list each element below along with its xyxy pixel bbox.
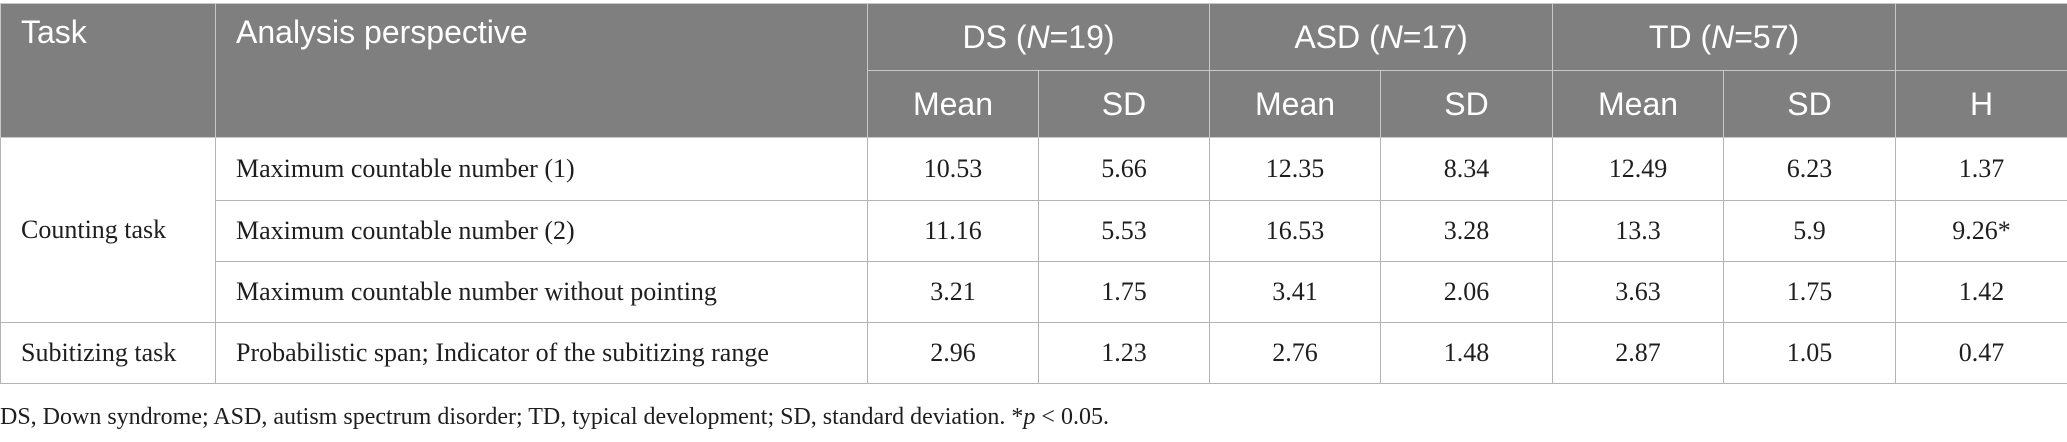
- task-cell: Subitizing task: [0, 322, 216, 384]
- ds-mean-cell: 10.53: [867, 137, 1039, 201]
- td-mean-cell: 12.49: [1552, 137, 1725, 201]
- header-group-asd: ASD (N=17): [1209, 3, 1554, 71]
- header-h: H: [1895, 70, 2067, 138]
- h-cell: 1.42: [1895, 261, 2067, 323]
- ds-mean-cell: 2.96: [867, 322, 1039, 384]
- table-row: Maximum countable number without pointin…: [1, 261, 2067, 323]
- td-mean-cell: 3.63: [1552, 261, 1725, 323]
- ds-mean-cell: 11.16: [867, 200, 1039, 262]
- table-footnote: DS, Down syndrome; ASD, autism spectrum …: [0, 404, 1109, 430]
- table-row: Subitizing task Probabilistic span; Indi…: [0, 322, 2067, 384]
- header-ds-mean: Mean: [867, 70, 1039, 138]
- header-asd-sd: SD: [1380, 70, 1554, 138]
- table-row: Counting task Maximum countable number (…: [0, 137, 2067, 323]
- h-cell: 9.26*: [1895, 200, 2067, 262]
- asd-sd-cell: 3.28: [1380, 200, 1554, 262]
- td-mean-cell: 13.3: [1552, 200, 1725, 262]
- asd-mean-cell: 16.53: [1209, 200, 1382, 262]
- asd-sd-cell: 1.48: [1380, 322, 1554, 384]
- ds-sd-cell: 5.66: [1037, 137, 1211, 201]
- perspective-cell: Maximum countable number without pointin…: [215, 261, 868, 323]
- task-cell: Counting task: [0, 137, 216, 323]
- results-table: Task Analysis perspective DS (N=19) ASD …: [0, 3, 2067, 384]
- td-sd-cell: 6.23: [1723, 137, 1897, 201]
- td-sd-cell: 1.05: [1723, 322, 1897, 384]
- header-td-sd: SD: [1723, 70, 1897, 138]
- ds-sd-cell: 5.53: [1037, 200, 1211, 262]
- header-group-td: TD (N=57): [1552, 3, 1897, 71]
- asd-sd-cell: 8.34: [1380, 137, 1554, 201]
- asd-sd-cell: 2.06: [1380, 261, 1554, 323]
- ds-sd-cell: 1.23: [1037, 322, 1211, 384]
- ds-mean-cell: 3.21: [867, 261, 1039, 323]
- td-mean-cell: 2.87: [1552, 322, 1725, 384]
- header-group-ds: DS (N=19): [866, 3, 1211, 71]
- header-ds-sd: SD: [1037, 70, 1211, 138]
- header-blank: [1895, 3, 2067, 71]
- h-cell: 1.37: [1895, 137, 2067, 201]
- header-analysis-perspective: Analysis perspective: [215, 3, 868, 138]
- header-td-mean: Mean: [1552, 70, 1725, 138]
- td-sd-cell: 5.9: [1723, 200, 1897, 262]
- ds-sd-cell: 1.75: [1037, 261, 1211, 323]
- asd-mean-cell: 12.35: [1209, 137, 1382, 201]
- header-row-stats: Mean SD Mean SD Mean SD H: [1, 70, 2067, 138]
- perspective-cell: Probabilistic span; Indicator of the sub…: [215, 322, 868, 384]
- h-cell: 0.47: [1895, 322, 2067, 384]
- table-row: Maximum countable number (2) 11.16 5.53 …: [1, 200, 2067, 262]
- header-asd-mean: Mean: [1209, 70, 1382, 138]
- asd-mean-cell: 2.76: [1209, 322, 1382, 384]
- header-task: Task: [0, 3, 216, 138]
- perspective-cell: Maximum countable number (2): [215, 200, 868, 262]
- perspective-cell: Maximum countable number (1): [215, 137, 868, 201]
- td-sd-cell: 1.75: [1723, 261, 1897, 323]
- asd-mean-cell: 3.41: [1209, 261, 1382, 323]
- header-row-groups: Task Analysis perspective DS (N=19) ASD …: [0, 3, 2067, 138]
